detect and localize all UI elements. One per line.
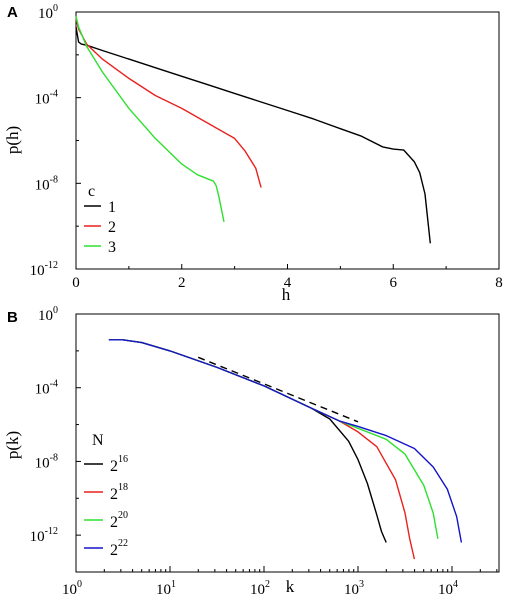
panel-a-legend-title: c [88,183,95,200]
panel-b-frame [75,313,500,573]
panel-a-series-3-line [75,16,225,223]
panel-b-legend-label: 218 [110,482,128,503]
panel-b: B k p(k) N 100 101 102 103 104 100 10-4 10-8 10-… [3,305,500,598]
panel-b-legend-label: 220 [110,510,128,531]
panel-b-x-tick-label: 100 [62,579,82,598]
panel-b-y-tick-label: 10-8 [35,452,58,471]
panel-b-legend-label: 222 [110,538,128,559]
panel-b-y-axis-label: p(k) [3,431,22,459]
panel-b-legend-label: 216 [110,454,128,475]
panel-b-series-2pow18-line [108,339,416,560]
panel-a-x-tick-label: 4 [284,275,292,291]
panel-a-y-tick-label: 100 [38,3,58,22]
panel-a-legend-label: 1 [108,199,116,216]
panel-b-y-tick-label: 10-4 [35,379,58,398]
panel-a: A h p(h) c 0 2 4 6 8 100 10-4 10-8 10-12 1 2 3 [3,3,503,304]
panel-a-legend-label: 3 [108,239,116,256]
panel-b-y-tick-label: 100 [38,305,58,324]
panel-a-x-axis-label: h [282,285,291,304]
panel-a-series-1-line [75,26,431,244]
panel-a-x-tick-label: 8 [495,275,503,291]
panel-a-y-axis-label: p(h) [3,126,22,154]
panel-b-series-2pow20-line [108,339,439,539]
panel-b-label: B [7,309,18,326]
panel-b-series-2pow22-line [108,339,463,543]
panel-b-x-axis-label: k [286,577,295,596]
panel-a-legend-label: 2 [108,219,116,236]
panel-b-y-tick-label: 10-12 [30,526,58,545]
panel-a-y-tick-label: 10-12 [30,260,58,279]
panel-b-legend-title: N [92,432,104,449]
panel-a-x-tick-label: 2 [178,275,186,291]
panel-a-frame [75,11,500,270]
panel-a-x-tick-label: 0 [72,275,80,291]
panel-b-x-tick-label: 103 [344,579,364,598]
panel-a-label: A [7,4,18,21]
panel-a-x-tick-label: 6 [390,275,398,291]
panel-a-y-tick-label: 10-8 [35,174,58,193]
panel-b-series-2pow16-line [108,339,387,543]
panel-b-x-tick-label: 102 [250,579,270,598]
panel-a-y-tick-label: 10-4 [35,89,58,108]
panel-a-series-2-line [75,18,262,188]
panel-b-x-tick-label: 101 [156,579,176,598]
panel-b-x-tick-label: 104 [438,579,458,598]
panel-b-reference-dashed-line [197,356,359,423]
